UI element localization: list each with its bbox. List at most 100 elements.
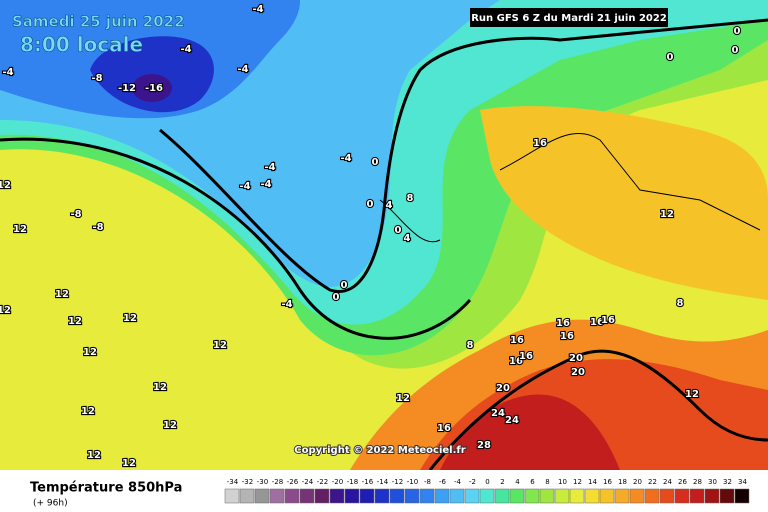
- scale-label: 6: [530, 478, 535, 486]
- scale-label: -6: [439, 478, 447, 486]
- footer-title: Température 850hPa: [30, 481, 182, 496]
- scale-swatch: [689, 488, 705, 504]
- contour-label: 16: [590, 317, 604, 328]
- contour-label: 16: [560, 331, 574, 342]
- scale-swatch: [539, 488, 555, 504]
- scale-label: -30: [257, 478, 268, 486]
- isotherm-20: [428, 349, 768, 471]
- contour-label: 16: [556, 318, 570, 329]
- contour-label: 0: [667, 52, 674, 63]
- scale-swatch: [599, 488, 615, 504]
- contour-label: 20: [569, 353, 583, 364]
- contour-label: 0: [333, 292, 340, 303]
- contour-label: 12: [163, 420, 177, 431]
- contour-label: -8: [92, 222, 103, 233]
- contour-label: 12: [13, 224, 27, 235]
- contour-label: -4: [260, 179, 271, 190]
- contour-label: 12: [660, 209, 674, 220]
- contour-label: 12: [55, 289, 69, 300]
- run-box: [470, 8, 668, 27]
- scale-swatch: [374, 488, 390, 504]
- scale-label: 8: [545, 478, 549, 486]
- scale-label: -16: [362, 478, 374, 486]
- scale-label: 2: [500, 478, 504, 486]
- contour-label: -4: [252, 4, 263, 15]
- scale-label: 18: [618, 478, 627, 486]
- scale-label: 30: [708, 478, 717, 486]
- scale-swatch: [569, 488, 585, 504]
- contour-label: 12: [87, 450, 101, 461]
- contour-label: -12: [118, 83, 136, 94]
- scale-label: 24: [663, 478, 672, 486]
- scale-label: -28: [272, 478, 283, 486]
- contour-label: 12: [123, 313, 137, 324]
- contour-label: 12: [81, 406, 95, 417]
- scale-swatch: [524, 488, 540, 504]
- contour-label: 12: [0, 180, 11, 191]
- scale-label: -14: [377, 478, 389, 486]
- contour-label: -4: [239, 181, 250, 192]
- scale-label: 26: [678, 478, 687, 486]
- scale-label: -34: [227, 478, 239, 486]
- scale-swatch: [704, 488, 720, 504]
- scale-swatch: [629, 488, 645, 504]
- isotherm-0: [0, 137, 472, 340]
- contour-label: 0: [395, 225, 402, 236]
- scale-label: -32: [242, 478, 253, 486]
- contour-label: 12: [213, 340, 227, 351]
- scale-swatch: [419, 488, 435, 504]
- scale-label: 12: [573, 478, 582, 486]
- contour-label: 0: [734, 26, 741, 37]
- scale-swatch: [674, 488, 690, 504]
- contour-label: 16: [509, 356, 523, 367]
- contour-label: 0: [732, 45, 739, 56]
- contour-label: -16: [145, 83, 163, 94]
- forecast-time: 8:00 locale: [20, 33, 143, 57]
- scale-swatch: [314, 488, 330, 504]
- scale-swatch: [479, 488, 495, 504]
- scale-label: 34: [738, 478, 747, 486]
- scale-swatch: [734, 488, 750, 504]
- contour-label: 28: [477, 440, 491, 451]
- scale-swatch: [554, 488, 570, 504]
- forecast-date: Samedi 25 juin 2022: [12, 13, 185, 31]
- contour-label: 12: [153, 382, 167, 393]
- contour-label: -4: [340, 153, 351, 164]
- field-16: [480, 106, 768, 300]
- contour-label: -8: [70, 209, 81, 220]
- contour-label: 16: [510, 335, 524, 346]
- scale-swatch: [389, 488, 405, 504]
- scale-swatch: [659, 488, 675, 504]
- scale-swatch: [269, 488, 285, 504]
- scale-swatch: [404, 488, 420, 504]
- scale-label: -10: [407, 478, 418, 486]
- contour-label: -4: [2, 67, 13, 78]
- field-m16: [132, 74, 172, 102]
- footer-lead: (+ 96h): [33, 499, 68, 509]
- run-info: Run GFS 6 Z du Mardi 21 juin 2022: [471, 13, 667, 24]
- contour-label: 8: [677, 298, 684, 309]
- scale-swatch: [719, 488, 735, 504]
- scale-swatch: [254, 488, 270, 504]
- scale-swatch: [644, 488, 660, 504]
- contour-label: 8: [467, 340, 474, 351]
- contour-label: 16: [519, 351, 533, 362]
- scale-label: -24: [302, 478, 314, 486]
- scale-label: 4: [515, 478, 520, 486]
- scale-swatch: [494, 488, 510, 504]
- contour-label: 0: [341, 280, 348, 291]
- contour-label: 8: [407, 193, 414, 204]
- scale-swatch: [239, 488, 255, 504]
- contour-label: 4: [386, 200, 393, 211]
- scale-swatch: [464, 488, 480, 504]
- isotherm-0b: [159, 18, 768, 293]
- scale-label: -26: [287, 478, 299, 486]
- scale-label: -8: [424, 478, 431, 486]
- scale-label: -2: [469, 478, 476, 486]
- scale-swatch: [584, 488, 600, 504]
- contour-label: 12: [396, 393, 410, 404]
- scale-label: -12: [392, 478, 403, 486]
- contour-label: 12: [68, 316, 82, 327]
